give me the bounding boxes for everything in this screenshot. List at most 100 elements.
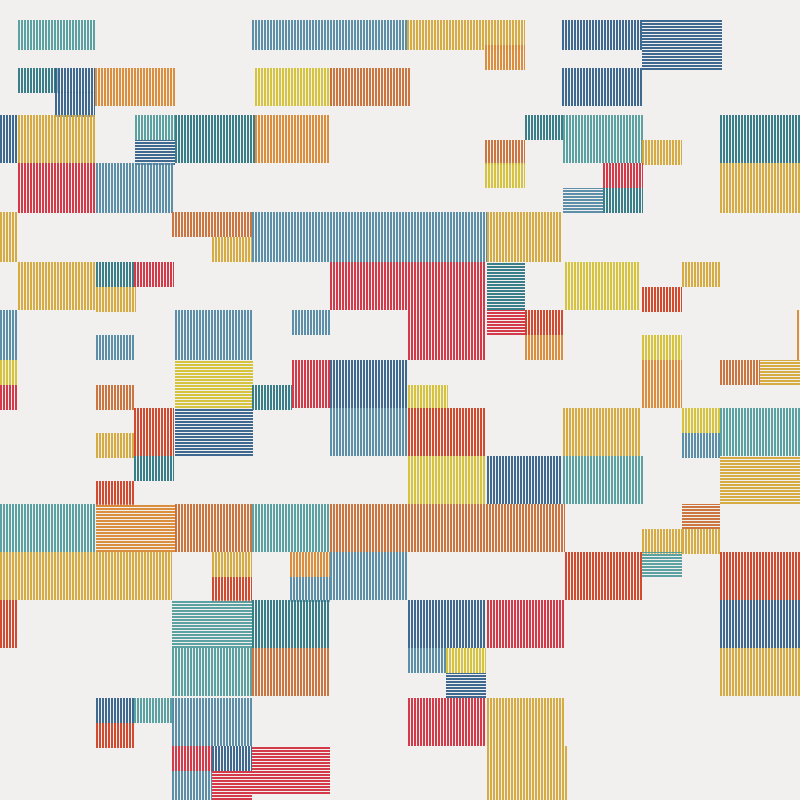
hatched-block-orange [95, 68, 175, 106]
hatched-block-steel [330, 408, 408, 456]
hatched-block-mustard [487, 698, 565, 746]
hatched-block-redorange [0, 600, 18, 648]
hatched-block-redorange [96, 481, 134, 506]
hatched-block-dkteal [18, 68, 58, 93]
hatched-block-burnt [175, 504, 253, 552]
hatched-block-blue [55, 68, 95, 93]
hatched-block-burnt [330, 68, 410, 106]
hatched-block-steel [172, 698, 252, 746]
hatched-block-blue [55, 92, 95, 117]
hatched-block-red [0, 385, 18, 410]
hatched-block-yellow [408, 385, 448, 410]
hatched-block-burnt [485, 140, 525, 165]
hatched-block-teal [18, 20, 96, 50]
hatched-block-steel [682, 433, 720, 458]
hatched-block-dkteal [252, 385, 292, 410]
hatched-block-redorange [642, 287, 682, 312]
hatched-block-red [172, 746, 212, 771]
hatched-block-blue [212, 746, 252, 771]
hatched-block-red [18, 163, 96, 213]
hatched-block-teal [252, 504, 330, 552]
hatched-block-mustard [642, 140, 682, 165]
hatched-block-steel [0, 310, 18, 360]
hatched-block-redorange [565, 552, 643, 600]
hatched-block-red [487, 600, 565, 648]
hatched-block-mustard [682, 529, 720, 554]
hatched-block-blue [330, 360, 408, 408]
hatched-block-blue [642, 20, 722, 70]
hatched-block-dkteal [603, 188, 643, 213]
hatched-block-redorange [212, 577, 252, 602]
hatched-block-yellow [485, 163, 525, 188]
hatched-block-burnt [96, 385, 134, 410]
hatched-block-teal [134, 698, 174, 723]
hatched-block-red [603, 163, 643, 188]
hatched-block-orange [255, 115, 330, 163]
hatched-block-mustard [642, 529, 682, 554]
hatched-block-redorange [408, 408, 486, 456]
hatched-block-burnt [682, 504, 720, 529]
hatched-block-blue [175, 408, 253, 456]
hatched-block-blue [446, 673, 486, 698]
hatched-block-blue [562, 20, 642, 50]
hatched-block-steel [290, 577, 330, 602]
hatched-block-blue [487, 456, 562, 504]
hatched-block-orange [525, 335, 563, 360]
hatched-block-blue [408, 600, 486, 648]
hatched-block-red [212, 771, 252, 800]
hatched-block-mustard [96, 433, 134, 458]
hatched-block-burnt [252, 648, 330, 696]
hatched-block-steel [96, 163, 174, 213]
hatched-block-teal [720, 408, 800, 456]
hatched-block-teal [0, 504, 96, 552]
hatched-block-mustard [212, 552, 252, 577]
hatched-block-mustard [487, 212, 562, 262]
hatched-block-orange [96, 504, 176, 552]
hatched-block-yellow [255, 68, 333, 106]
hatched-block-steel [252, 212, 487, 262]
hatched-block-red [292, 360, 330, 408]
hatched-block-mustard [212, 237, 252, 262]
hatched-block-teal [563, 115, 643, 163]
hatched-block-teal [563, 456, 643, 504]
hatched-block-mustard [720, 648, 800, 696]
hatched-block-yellow [642, 335, 682, 360]
hatched-block-red [408, 698, 486, 746]
hatched-block-yellow [565, 262, 640, 310]
hatched-block-mustard [0, 212, 18, 262]
hatched-block-red [330, 262, 485, 310]
hatched-block-dkteal [175, 115, 255, 163]
hatched-block-yellow [682, 408, 720, 433]
hatched-block-teal [642, 552, 682, 577]
hatched-block-dkteal [487, 262, 525, 310]
hatched-block-red [252, 746, 330, 794]
hatched-block-dkteal [525, 115, 563, 140]
hatched-block-burnt [172, 212, 252, 237]
hatched-block-red [134, 262, 174, 287]
hatched-block-yellow [175, 360, 253, 408]
hatched-block-steel [172, 771, 212, 800]
hatched-block-red [408, 310, 486, 360]
hatched-block-blue [135, 140, 175, 165]
hatched-block-orange [290, 552, 330, 577]
hatched-block-orange [642, 360, 682, 408]
hatched-block-mustard [18, 115, 96, 163]
hatched-block-yellow [0, 360, 18, 385]
hatched-block-burnt [330, 504, 565, 552]
hatched-block-orange [485, 45, 525, 70]
hatched-block-redorange [525, 310, 563, 335]
hatched-block-blue [562, 68, 642, 106]
hatched-block-teal [135, 115, 175, 140]
hatched-block-yellow [446, 648, 486, 673]
hatched-block-blue [0, 115, 18, 163]
hatched-block-steel [330, 552, 408, 600]
hatched-block-mustard [682, 262, 720, 287]
hatched-block-mustard [96, 287, 136, 312]
hatched-block-steel [408, 648, 446, 673]
hatched-block-mustard [760, 360, 800, 385]
hatched-block-blue [96, 698, 134, 723]
hatched-block-orange [797, 310, 800, 360]
hatched-block-red [487, 310, 527, 335]
hatched-block-teal [172, 648, 252, 696]
hatched-block-mustard [720, 456, 800, 504]
